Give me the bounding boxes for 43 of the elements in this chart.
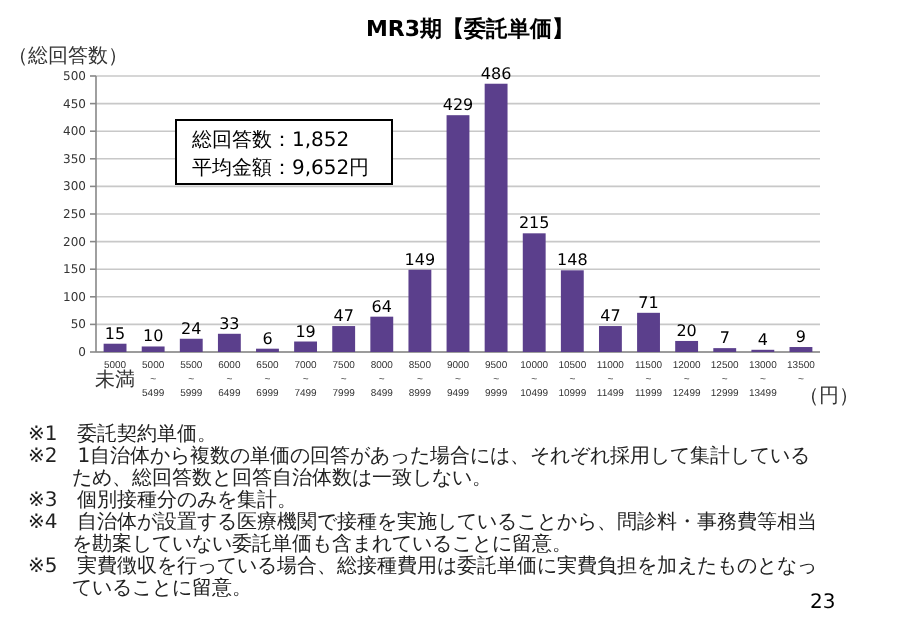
bar bbox=[560, 270, 584, 352]
annotation: 平均金額：9,652円 bbox=[192, 156, 370, 180]
data-label: 24 bbox=[181, 319, 202, 338]
bar bbox=[294, 341, 318, 352]
data-label: 15 bbox=[104, 324, 126, 343]
bar bbox=[103, 343, 127, 352]
data-label: 429 bbox=[442, 96, 474, 115]
data-label: 4 bbox=[757, 330, 768, 349]
data-label: 7 bbox=[719, 329, 730, 348]
data-label: 47 bbox=[600, 307, 621, 326]
data-label: 9 bbox=[795, 328, 807, 347]
bar bbox=[484, 83, 508, 352]
data-label: 71 bbox=[638, 293, 659, 312]
data-label: 19 bbox=[295, 322, 316, 341]
data-label: 47 bbox=[333, 307, 354, 326]
data-label: 33 bbox=[219, 314, 240, 333]
bar bbox=[408, 269, 432, 352]
data-label: 64 bbox=[371, 297, 392, 316]
chart-title: MR3期【委託単価】 bbox=[365, 16, 575, 42]
text: ※3 個別接種分のみを集計。 bbox=[28, 490, 298, 512]
data-label: 6 bbox=[262, 329, 273, 348]
bar bbox=[370, 316, 394, 352]
data-label: 215 bbox=[518, 214, 550, 233]
text: ※4 自治体が設置する医療機関で接種を実施していることから、問診料・事務費等相当を勘案していない委託単価も含まれていることに留意。 bbox=[28, 512, 820, 556]
data-label: 10 bbox=[142, 327, 164, 346]
bar bbox=[522, 233, 546, 352]
data-label: 20 bbox=[676, 321, 697, 340]
data-label: 149 bbox=[404, 250, 436, 269]
annotation: 総回答数：1,852 bbox=[190, 128, 350, 152]
bar bbox=[217, 333, 241, 352]
data-label: 486 bbox=[480, 64, 512, 83]
y-axis-title: （総回答数） bbox=[8, 44, 128, 68]
text: ※2 1自治体から複数の単価の回答があった場合には、それぞれ採用して集計しているため、総回答数と回答自治体数は一致しない。 bbox=[28, 446, 813, 490]
bar bbox=[141, 346, 165, 352]
data-label: 148 bbox=[557, 251, 588, 270]
text: ※1 委託契約単価。 bbox=[28, 424, 220, 446]
text: （円） bbox=[798, 386, 859, 408]
bar bbox=[446, 115, 470, 352]
bar bbox=[598, 326, 622, 352]
bar bbox=[332, 326, 356, 352]
bar bbox=[637, 312, 660, 352]
bar bbox=[179, 338, 203, 352]
bar bbox=[675, 340, 699, 352]
